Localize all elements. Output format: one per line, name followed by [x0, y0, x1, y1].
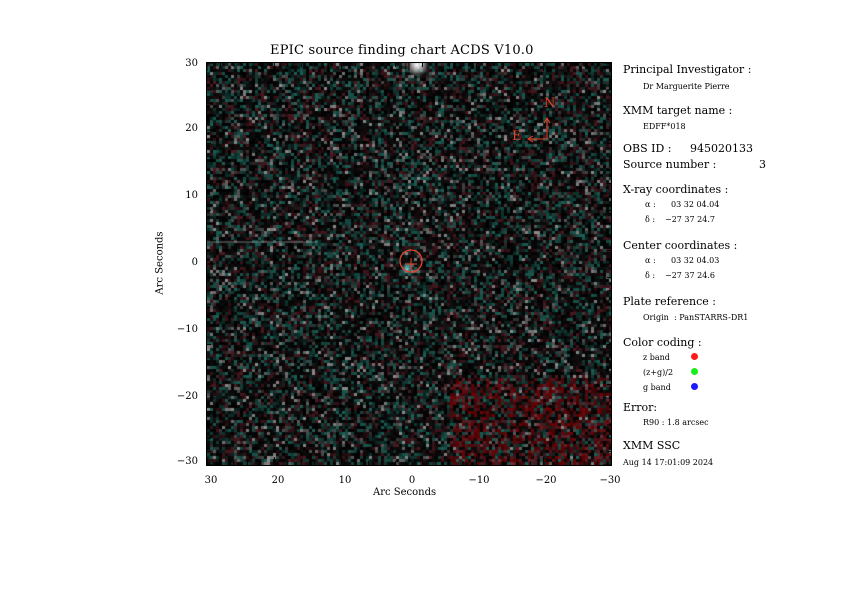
x-axis-title: Arc Seconds [373, 487, 437, 498]
error-heading: Error: [623, 401, 658, 414]
overlay [399, 117, 551, 273]
compass-east-arrowhead [527, 135, 534, 143]
compass-east-label: E [512, 129, 522, 144]
y-tick-label: 10 [185, 190, 198, 201]
center-delta-value: −27 37 24.6 [665, 271, 715, 280]
y-tick-label: −30 [176, 456, 198, 467]
xray-delta-label: δ : [645, 215, 656, 224]
x-tick-label: 20 [271, 475, 285, 486]
color-item-label: z band [643, 353, 670, 362]
y-tick-label: −20 [176, 391, 198, 402]
x-tick-label: −20 [535, 475, 557, 486]
target-heading: XMM target name : [623, 104, 733, 117]
pi-heading: Principal Investigator : [623, 63, 752, 76]
obs-id-label: OBS ID : [623, 142, 672, 155]
color-item-label: g band [643, 383, 671, 392]
y-tick-label: 20 [185, 123, 198, 134]
x-tick-label: 0 [408, 475, 416, 486]
color-coding-heading: Color coding : [623, 336, 702, 349]
xray-delta-value: −27 37 24.7 [665, 215, 715, 224]
target-name: EDFF*018 [643, 122, 686, 131]
sky-image: N E [207, 63, 611, 465]
center-heading: Center coordinates : [623, 239, 738, 252]
x-tick-label: −30 [599, 475, 621, 486]
source-number-value: 3 [759, 158, 766, 171]
center-delta-label: δ : [645, 271, 656, 280]
y-tick-label: −10 [176, 324, 198, 335]
chart-title: EPIC source finding chart ACDS V10.0 [270, 43, 534, 58]
x-tick-label: 10 [338, 475, 352, 486]
compass-north-label: N [544, 96, 556, 111]
source-number-label: Source number : [623, 158, 717, 171]
x-tick-label: 30 [204, 475, 218, 486]
origin-value: : PanSTARRS-DR1 [674, 313, 749, 322]
center-alpha-value: 03 32 04.03 [671, 256, 720, 265]
x-tick-label: −10 [468, 475, 490, 486]
compass-north-arrowhead [543, 117, 551, 124]
error-value: R90 : 1.8 arcsec [643, 418, 709, 427]
footer-heading: XMM SSC [623, 439, 681, 452]
xray-heading: X-ray coordinates : [623, 183, 729, 196]
g-band-color-dot [691, 383, 698, 390]
center-alpha-label: α : [645, 256, 656, 265]
zg-band-color-dot [691, 368, 698, 375]
plate-heading: Plate reference : [623, 295, 716, 308]
error-circle [399, 249, 423, 273]
y-axis-title: Arc Seconds [154, 231, 166, 295]
footer-date: Aug 14 17:01:09 2024 [623, 458, 714, 467]
y-tick-label: 0 [191, 257, 198, 268]
xray-alpha-value: 03 32 04.04 [671, 200, 720, 209]
obs-id-value: 945020133 [690, 142, 753, 155]
color-item-label: (z+g)/2 [643, 368, 674, 377]
origin-label: Origin [643, 313, 669, 322]
xray-alpha-label: α : [645, 200, 656, 209]
y-tick-label: 30 [185, 58, 198, 69]
pi-name: Dr Marguerite Pierre [643, 82, 730, 91]
z-band-color-dot [691, 353, 698, 360]
